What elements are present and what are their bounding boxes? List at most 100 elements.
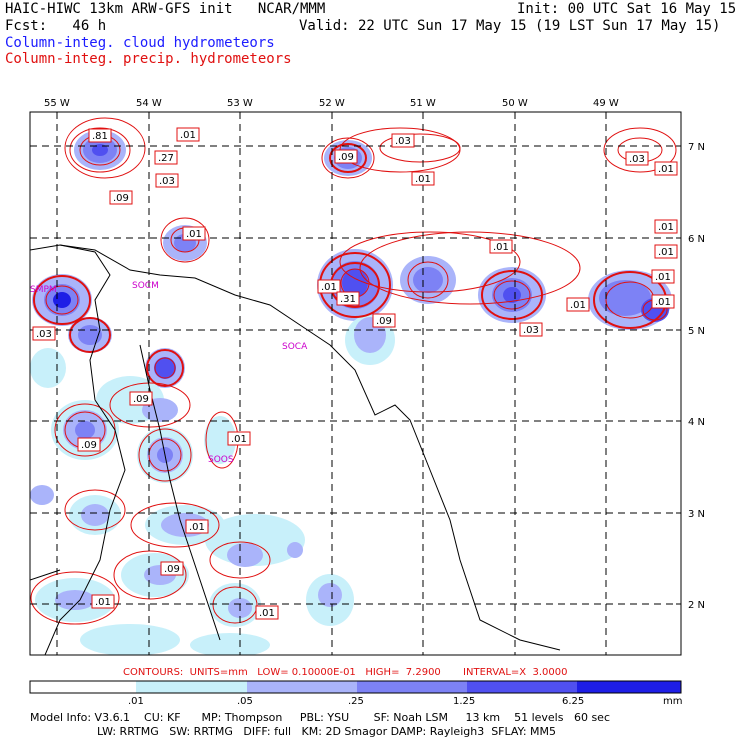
contour-label: .01: [655, 272, 671, 283]
contour-label-box: [88, 128, 112, 143]
contour-value-labels: .81.01.27.03.09.09.03.01.03.01.01.01.31.…: [32, 127, 678, 620]
cloud-field-label: Column-integ. cloud hydrometeors: [5, 35, 275, 51]
colorbar-tick-2: .25: [348, 696, 364, 707]
contour-label-box: [651, 294, 675, 309]
init-time: Init: 00 UTC Sat 16 May 15: [517, 1, 737, 17]
colorbar-bin-5: [577, 681, 681, 693]
contour-label-box: [160, 561, 184, 576]
contour-label: .01: [415, 174, 431, 185]
precip-field-label: Column-integ. precip. hydrometeors: [5, 51, 292, 67]
contour-label: .01: [655, 297, 671, 308]
contour-label: .01: [658, 247, 674, 258]
contour-label-box: [185, 519, 209, 534]
colorbar-bin-2: [247, 681, 357, 693]
contour-label-box: [391, 133, 415, 148]
forecast-hour: Fcst: 46 h: [5, 18, 107, 34]
lon-label-51w: 51 W: [410, 98, 436, 109]
lat-label-4n: 4 N: [688, 417, 705, 428]
colorbar-bin-3: [357, 681, 467, 693]
contour-label: .01: [570, 300, 586, 311]
contour-label-box: [182, 226, 206, 241]
station-soca: SOCA: [282, 342, 308, 352]
colorbar-tick-4: 6.25: [562, 696, 584, 707]
contour-label: .27: [158, 153, 174, 164]
contour-label: .09: [164, 564, 180, 575]
lon-label-50w: 50 W: [502, 98, 528, 109]
contour-label-box: [317, 279, 341, 294]
contour-label: .01: [259, 608, 275, 619]
contour-label-box: [566, 297, 590, 312]
contour-label: .09: [376, 316, 392, 327]
contour-label-box: [91, 594, 115, 609]
contour-label: .01: [186, 229, 202, 240]
contour-label: .31: [340, 294, 356, 305]
colorbar-units: mm: [663, 696, 682, 707]
lat-label-7n: 7 N: [688, 142, 705, 153]
contour-label: .03: [36, 329, 52, 340]
lon-label-55w: 55 W: [44, 98, 70, 109]
contour-label-box: [489, 239, 513, 254]
contour-label: .01: [658, 222, 674, 233]
model-info-line1: Model Info: V3.6.1 CU: KF MP: Thompson P…: [30, 711, 610, 724]
contour-label-box: [654, 244, 678, 259]
lat-label-2n: 2 N: [688, 600, 705, 611]
contour-label-box: [227, 431, 251, 446]
contour-label-box: [519, 322, 543, 337]
contour-label-box: [411, 171, 435, 186]
colorbar-tick-0: .01: [128, 696, 144, 707]
lat-label-5n: 5 N: [688, 326, 705, 337]
contour-label: .01: [493, 242, 509, 253]
contour-label: .01: [95, 597, 111, 608]
lon-label-52w: 52 W: [319, 98, 345, 109]
precip-hydrometeor-contours: [30, 117, 677, 625]
lat-label-3n: 3 N: [688, 509, 705, 520]
contour-label-box: [372, 313, 396, 328]
contour-label-box: [255, 605, 279, 620]
contour-label: .09: [133, 394, 149, 405]
contour-label-box: [625, 151, 649, 166]
colorbar-tick-1: .05: [237, 696, 253, 707]
valid-time: Valid: 22 UTC Sun 17 May 15 (19 LST Sun …: [299, 18, 721, 34]
colorbar-bin-4: [467, 681, 577, 693]
contour-label-box: [155, 173, 179, 188]
contour-label: .03: [523, 325, 539, 336]
contour-label: .03: [159, 176, 175, 187]
contour-label-box: [176, 127, 200, 142]
contour-label-box: [654, 219, 678, 234]
colorbar-bin-1: [136, 681, 247, 693]
contour-label: .01: [658, 164, 674, 175]
station-smpm: SMPM: [30, 285, 57, 295]
lat-label-6n: 6 N: [688, 234, 705, 245]
contour-label-box: [109, 190, 133, 205]
contour-label-box: [651, 269, 675, 284]
contour-label: .01: [180, 130, 196, 141]
lon-label-53w: 53 W: [227, 98, 253, 109]
contour-label-box: [32, 326, 56, 341]
cloud-hydrometeor-fill: [30, 130, 672, 655]
contour-label: .09: [338, 152, 354, 163]
model-title: HAIC-HIWC 13km ARW-GFS init NCAR/MMM: [5, 1, 326, 17]
contour-label: .09: [113, 193, 129, 204]
contour-label-box: [77, 437, 101, 452]
lon-label-54w: 54 W: [136, 98, 162, 109]
contour-label: .03: [395, 136, 411, 147]
station-soos: SOOS: [208, 455, 234, 465]
station-socm: SOCM: [132, 281, 159, 291]
contour-label-box: [334, 149, 358, 164]
lat-lon-grid: [30, 112, 681, 655]
map-frame: [29, 111, 682, 656]
contour-label: .09: [81, 440, 97, 451]
contour-label: .03: [629, 154, 645, 165]
colorbar: .01 .05 .25 1.25 6.25 mm: [29, 680, 682, 707]
contour-label-box: [654, 161, 678, 176]
contour-label-box: [154, 150, 178, 165]
colorbar-tick-3: 1.25: [453, 696, 475, 707]
contour-label-box: [336, 291, 360, 306]
colorbar-bin-0: [30, 681, 136, 693]
map-ticks: [56, 112, 681, 605]
contour-label: .01: [321, 282, 337, 293]
contour-label-box: [129, 391, 153, 406]
lon-label-49w: 49 W: [593, 98, 619, 109]
contour-label: .01: [231, 434, 247, 445]
